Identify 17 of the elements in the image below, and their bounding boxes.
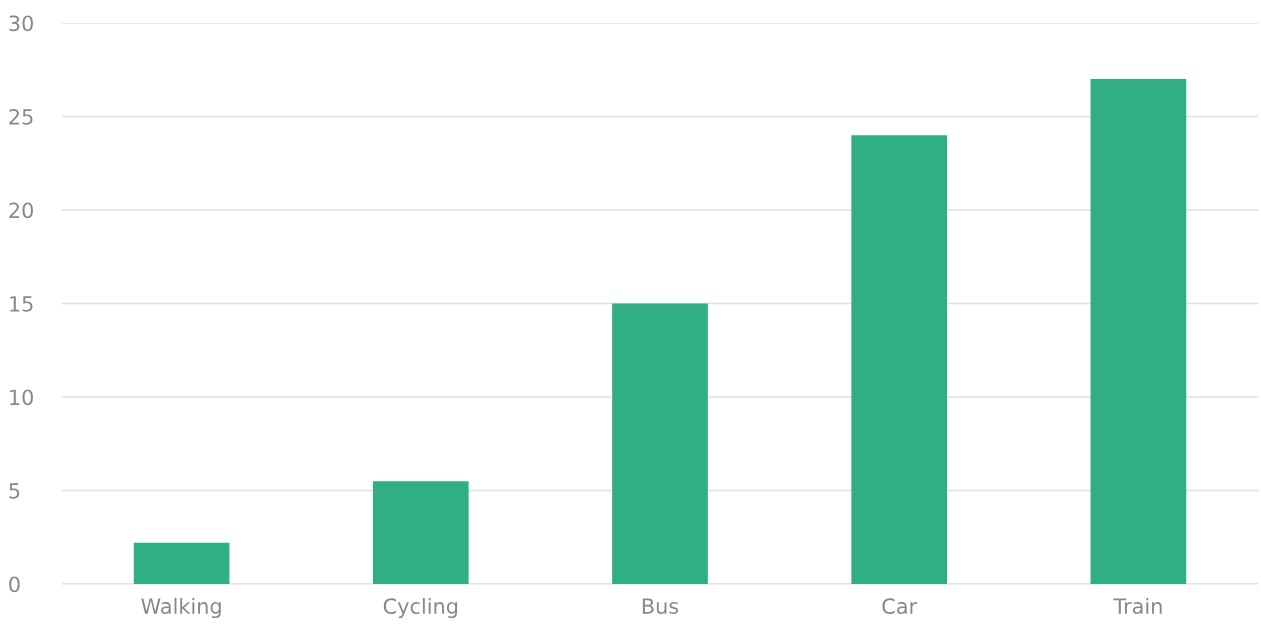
x-tick-label: Cycling	[383, 597, 458, 619]
y-tick-label: 15	[10, 296, 33, 312]
y-tick-label: 20	[9, 202, 33, 219]
y-tick-label: 5	[9, 483, 20, 499]
y-tick-label: 0	[9, 576, 20, 593]
x-tick-label: Car	[882, 598, 918, 615]
y-tick-label: 10	[10, 389, 33, 406]
y-tick-label: 25	[9, 108, 33, 125]
bar	[612, 303, 708, 584]
x-tick-label: Train	[1113, 597, 1162, 615]
x-tick-label: Walking	[141, 597, 221, 619]
bar	[133, 542, 230, 584]
bar	[372, 481, 469, 584]
y-tick-label: 30	[9, 15, 33, 32]
x-tick-label: Bus	[642, 598, 679, 615]
bar	[1090, 79, 1187, 584]
bar	[851, 135, 948, 584]
